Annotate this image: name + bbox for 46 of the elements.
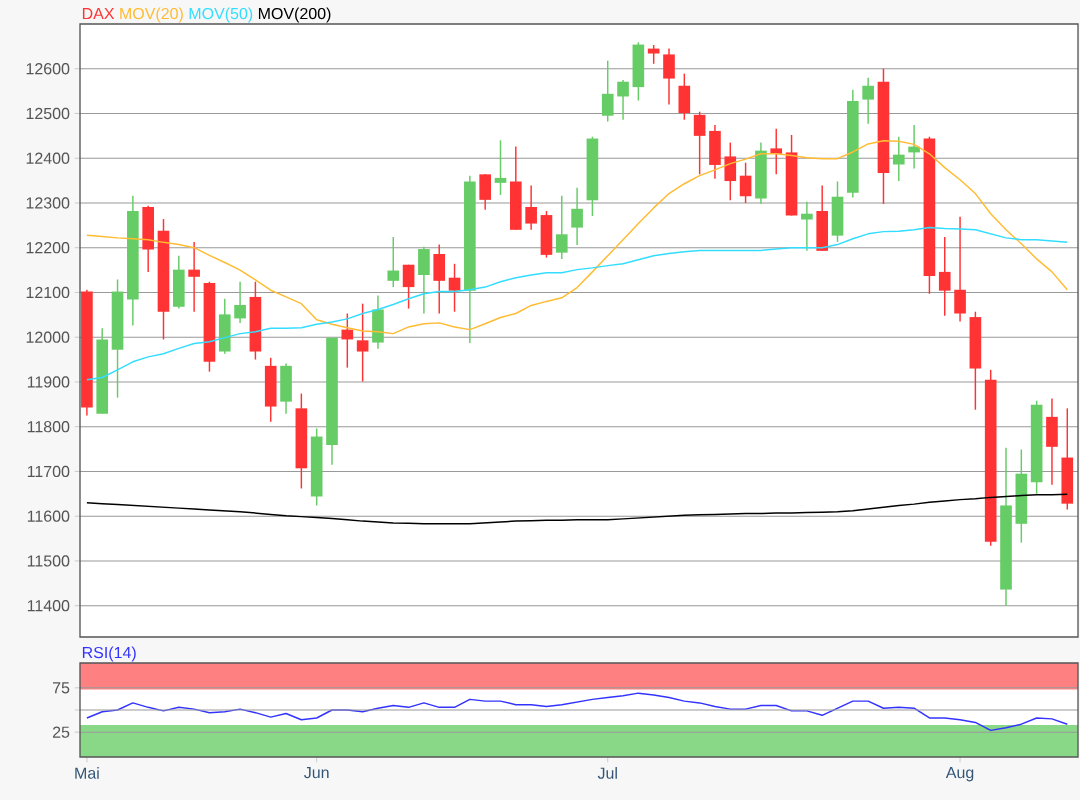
y-tick-label: 12000 (26, 331, 70, 343)
candlestick (601, 59, 614, 123)
candlestick (494, 139, 507, 196)
y-tick-label: 12600 (26, 63, 70, 75)
x-tick-label: Mai (75, 767, 99, 779)
candlestick (739, 161, 752, 204)
y-tick-label: 11600 (27, 510, 70, 522)
x-tick-label: Jun (304, 767, 329, 779)
candlestick (647, 44, 660, 65)
y-tick-label: 11400 (27, 600, 70, 612)
candlestick (571, 187, 583, 246)
y-tick-label: 12300 (26, 197, 70, 209)
y-tick-label: 12200 (26, 242, 70, 254)
y-tick-label: 11700 (27, 465, 70, 478)
text: MOV(200) (258, 7, 331, 23)
x-tick-label: Jul (597, 767, 617, 779)
candlestick (801, 200, 813, 252)
candlestick (234, 280, 246, 324)
y-tick-label: 12100 (26, 286, 70, 299)
x-tick-label: Aug (945, 767, 974, 782)
y-tick-label: 11800 (27, 421, 70, 433)
candlestick (188, 241, 200, 313)
candlestick (356, 302, 369, 383)
candlestick (862, 76, 874, 125)
candlestick (525, 184, 537, 231)
candlestick (770, 127, 783, 176)
candlestick (954, 216, 966, 323)
text: MOV(50) (189, 7, 253, 23)
text: DAX (82, 8, 115, 20)
y-tick-label: 75 (52, 682, 70, 694)
candlestick (387, 236, 400, 288)
candlestick (892, 136, 905, 182)
candlestick (448, 263, 461, 313)
candlestick (341, 312, 354, 369)
candlestick (938, 236, 951, 317)
candlestick (555, 195, 568, 260)
candlestick (617, 79, 629, 121)
y-tick-label: 25 (52, 726, 70, 738)
y-tick-label: 12500 (26, 107, 70, 120)
chart-title: RSI(14) (82, 646, 136, 662)
candlestick (693, 110, 706, 176)
y-tick-label: 11500 (27, 555, 70, 567)
text: MOV(20) (120, 7, 183, 23)
y-tick-label: 12400 (26, 152, 70, 164)
candlestick (402, 263, 415, 310)
y-tick-label: 11900 (27, 376, 70, 388)
